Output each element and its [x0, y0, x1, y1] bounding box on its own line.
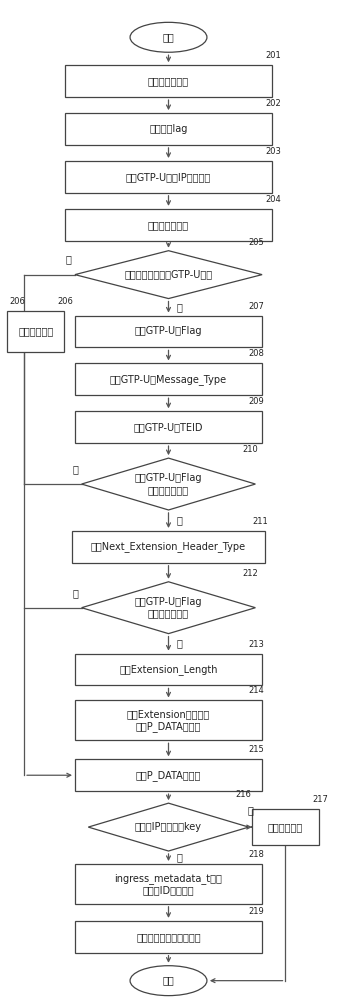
FancyBboxPatch shape — [75, 411, 262, 443]
Polygon shape — [75, 251, 262, 299]
Text: 判断数据报是否为GTP-U协议: 判断数据报是否为GTP-U协议 — [124, 270, 213, 280]
Text: 结束: 结束 — [163, 976, 174, 986]
Polygon shape — [88, 803, 249, 851]
Text: 不处理该报文: 不处理该报文 — [268, 822, 303, 832]
Text: 215: 215 — [249, 745, 265, 754]
FancyBboxPatch shape — [65, 113, 272, 145]
Text: 提取GTP-U的Flag: 提取GTP-U的Flag — [135, 326, 202, 336]
Text: 开始: 开始 — [163, 32, 174, 42]
Text: 206: 206 — [58, 297, 73, 306]
Text: 218: 218 — [249, 850, 265, 859]
Text: 204: 204 — [266, 195, 281, 204]
Text: 添加并使能端口: 添加并使能端口 — [148, 76, 189, 86]
Text: 202: 202 — [266, 99, 281, 108]
Text: 提取GTP-U的Message_Type: 提取GTP-U的Message_Type — [110, 374, 227, 385]
FancyBboxPatch shape — [75, 759, 262, 791]
Text: 211: 211 — [252, 517, 268, 526]
FancyBboxPatch shape — [65, 209, 272, 241]
Text: 206: 206 — [9, 297, 25, 306]
Text: 208: 208 — [249, 349, 265, 358]
Ellipse shape — [130, 22, 207, 52]
Text: 判断GTP-U的Flag
后三位是否有值: 判断GTP-U的Flag 后三位是否有值 — [135, 473, 202, 495]
Text: 提取GTP-U的TEID: 提取GTP-U的TEID — [134, 422, 203, 432]
FancyBboxPatch shape — [7, 311, 64, 352]
Text: 提取的IP数据帧中key: 提取的IP数据帧中key — [135, 822, 202, 832]
Polygon shape — [82, 582, 255, 634]
Text: 提取Extension_Length: 提取Extension_Length — [119, 664, 218, 675]
Text: 否: 否 — [72, 588, 78, 598]
Text: 207: 207 — [249, 302, 265, 311]
Text: 201: 201 — [266, 51, 281, 60]
Text: 接收现网数据报: 接收现网数据报 — [148, 220, 189, 230]
Text: 209: 209 — [249, 397, 265, 406]
Text: 判断GTP-U的Flag
是否有扩展包头: 判断GTP-U的Flag 是否有扩展包头 — [135, 597, 202, 618]
Text: 212: 212 — [242, 569, 258, 578]
Text: 创建多播lag: 创建多播lag — [149, 124, 188, 134]
Text: 210: 210 — [242, 445, 258, 454]
Text: 203: 203 — [266, 147, 281, 156]
Text: 否: 否 — [72, 464, 78, 474]
FancyBboxPatch shape — [252, 809, 319, 845]
FancyBboxPatch shape — [71, 531, 266, 563]
Text: 根据Extension数据长度
跳至P_DATA数据段: 根据Extension数据长度 跳至P_DATA数据段 — [127, 709, 210, 732]
Text: ingress_metadata_t获取
多播组ID和哈希值: ingress_metadata_t获取 多播组ID和哈希值 — [115, 873, 222, 895]
Text: 205: 205 — [249, 238, 265, 247]
FancyBboxPatch shape — [75, 363, 262, 395]
FancyBboxPatch shape — [75, 316, 262, 347]
Ellipse shape — [130, 966, 207, 996]
Text: 提取Next_Extension_Header_Type: 提取Next_Extension_Header_Type — [91, 541, 246, 552]
Text: 其他处理流程: 其他处理流程 — [18, 326, 54, 336]
FancyBboxPatch shape — [75, 864, 262, 904]
Text: 213: 213 — [249, 640, 265, 649]
Text: 是: 是 — [177, 515, 183, 525]
Text: 配置GTP-U内层IP过滤规则: 配置GTP-U内层IP过滤规则 — [126, 172, 211, 182]
FancyBboxPatch shape — [75, 700, 262, 740]
Text: 是: 是 — [177, 639, 183, 649]
Text: 否: 否 — [247, 805, 253, 815]
Text: 解析P_DATA数据段: 解析P_DATA数据段 — [136, 770, 201, 781]
FancyBboxPatch shape — [75, 921, 262, 953]
Text: 214: 214 — [249, 686, 265, 695]
Text: 是: 是 — [177, 302, 183, 312]
Polygon shape — [82, 458, 255, 510]
Text: 报文以负载均衡方式转出: 报文以负载均衡方式转出 — [136, 932, 201, 942]
Text: 是: 是 — [177, 853, 183, 863]
Text: 216: 216 — [235, 790, 251, 799]
Text: 217: 217 — [312, 795, 328, 804]
FancyBboxPatch shape — [75, 654, 262, 685]
FancyBboxPatch shape — [65, 161, 272, 193]
Text: 否: 否 — [66, 255, 71, 265]
FancyBboxPatch shape — [65, 65, 272, 97]
Text: 219: 219 — [249, 907, 265, 916]
